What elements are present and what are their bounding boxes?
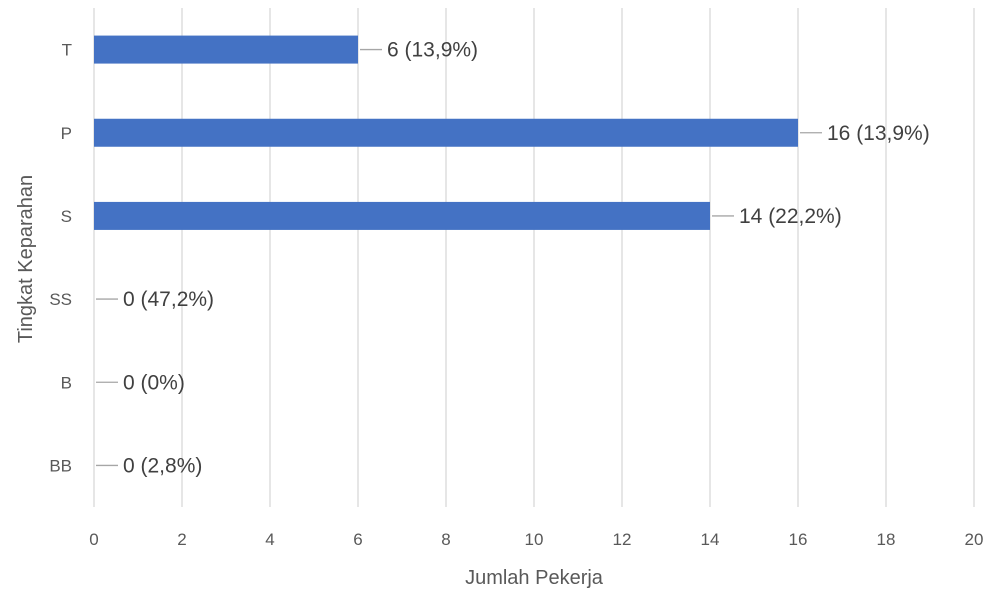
data-label: 0 (2,8%) [123,454,202,477]
x-tick-label: 18 [877,530,896,549]
bar [94,35,358,64]
data-labels: 6 (13,9%) 16 (13,9%) 14 (22,2%) 0 (47,2%) 0 … [123,39,930,478]
x-tick-label: 16 [789,530,808,549]
x-tick-label: 10 [525,530,544,549]
x-tick-label: 14 [701,530,720,549]
x-tick-label: 2 [177,530,186,549]
bars [94,35,798,230]
y-tick-label: S [61,207,72,226]
x-tick-label: 0 [89,530,98,549]
gridlines [93,8,975,507]
leader-lines [96,48,822,467]
y-tick-label: SS [49,290,72,309]
x-tick-label: 20 [965,530,984,549]
x-axis-tick-labels: 0 2 4 6 8 10 12 14 16 18 20 [89,530,983,549]
data-label: 6 (13,9%) [387,39,478,62]
x-tick-label: 8 [441,530,450,549]
data-label: 0 (47,2%) [123,288,214,311]
x-tick-label: 4 [265,530,274,549]
y-tick-label: B [61,373,72,392]
y-tick-label: BB [49,456,72,475]
y-tick-label: P [61,124,72,143]
data-label: 16 (13,9%) [827,122,930,145]
bar [94,201,710,230]
data-label: 14 (22,2%) [739,205,842,228]
data-label: 0 (0%) [123,371,185,394]
x-tick-label: 12 [613,530,632,549]
y-axis-title: Tingkat Keparahan [15,175,37,343]
bar [94,118,798,147]
x-axis-title: Jumlah Pekerja [465,567,604,589]
y-tick-label: T [62,41,72,60]
x-tick-label: 6 [353,530,362,549]
